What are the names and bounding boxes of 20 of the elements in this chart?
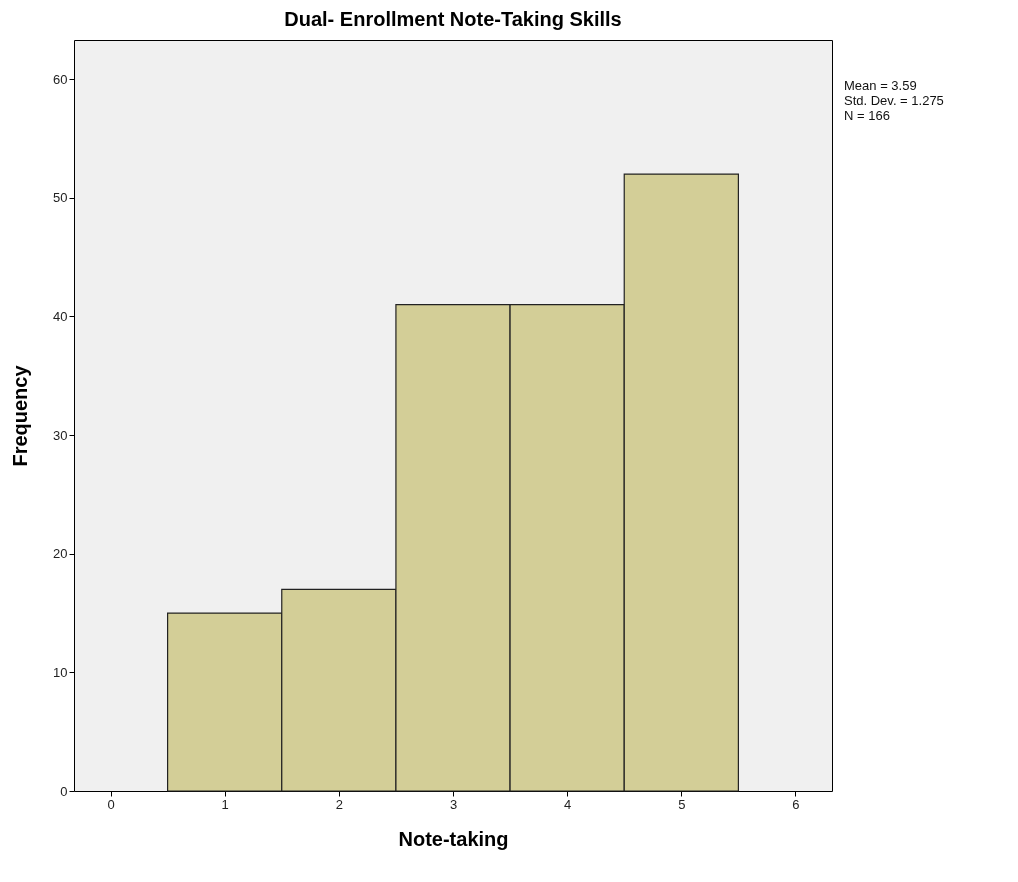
x-tick-label: 1 [221,796,229,812]
y-tick-label: 10 [53,664,68,680]
y-tick-label: 50 [53,190,68,206]
chart-title: Dual- Enrollment Note-Taking Skills [284,8,622,30]
y-tick-label: 30 [53,427,68,443]
x-tick-label: 6 [792,796,800,812]
x-tick-label: 0 [107,796,115,812]
y-axis-title: Frequency [9,364,32,467]
x-tick-label: 5 [678,796,686,812]
x-tick-label: 3 [449,796,458,812]
x-axis-title: Note-taking [398,827,509,850]
text: Std. Dev. = 1.275 [844,93,944,108]
y-tick-label: 60 [53,71,68,87]
y-tick-label: 0 [60,783,68,799]
text: N = 166 [844,108,890,123]
text: Mean = 3.59 [844,78,917,93]
y-tick-label: 20 [53,546,68,562]
x-tick-label: 4 [564,796,572,812]
x-tick-label: 2 [335,796,343,812]
y-tick-label: 40 [53,308,68,324]
